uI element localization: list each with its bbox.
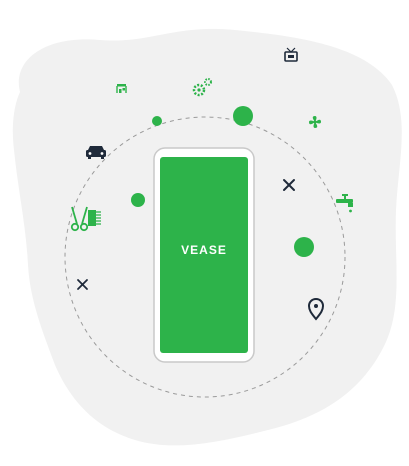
storefront-icon — [116, 84, 127, 93]
faucet-icon — [336, 194, 353, 213]
green-dot — [152, 116, 162, 126]
tools-icon — [283, 179, 295, 191]
fan-icon — [309, 116, 321, 128]
location-pin-icon — [307, 297, 325, 321]
car-icon — [86, 146, 106, 159]
phone: VEASE — [153, 147, 255, 363]
haircut-icon — [70, 206, 101, 232]
brand-logo: VEASE — [181, 243, 227, 257]
phone-screen — [160, 157, 248, 353]
tools-small-icon — [77, 279, 88, 290]
tv-icon — [284, 47, 298, 62]
green-dot — [233, 106, 253, 126]
green-dot — [131, 193, 145, 207]
orbit-ring — [64, 116, 346, 398]
green-dot — [294, 237, 314, 257]
gears-icon — [192, 78, 212, 97]
